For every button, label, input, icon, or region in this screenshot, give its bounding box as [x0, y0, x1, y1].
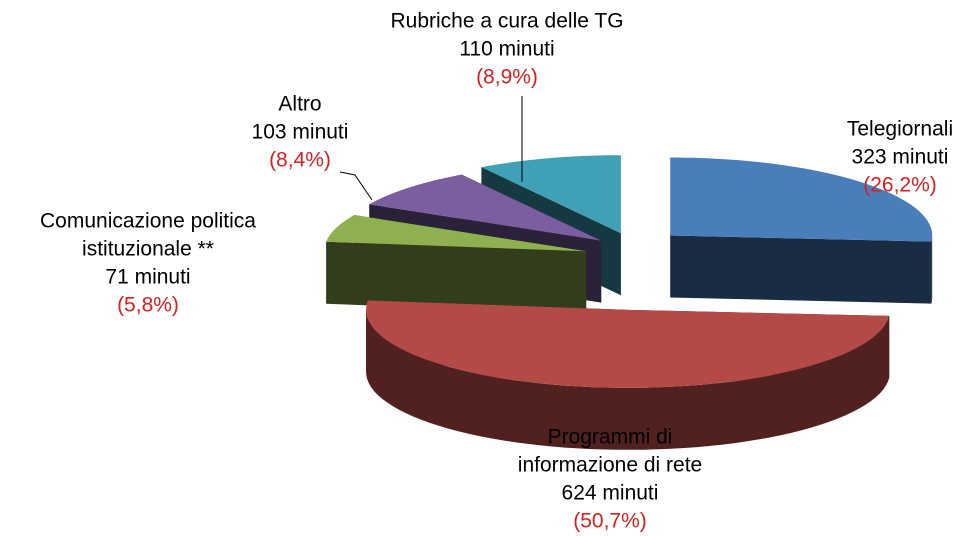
- percent-label: (5,8%): [117, 294, 179, 317]
- category-label: Telegiornali: [847, 118, 953, 141]
- value-label: 110 minuti: [459, 38, 554, 61]
- category-label: Programmi di: [548, 426, 673, 449]
- slice: [481, 155, 621, 234]
- slice-side: [670, 235, 932, 304]
- value-label: 103 minuti: [252, 121, 349, 144]
- value-label: 71 minuti: [105, 266, 190, 289]
- category-label: Comunicazione politica: [40, 210, 256, 233]
- percent-label: (8,4%): [269, 149, 331, 172]
- percent-label: (50,7%): [573, 510, 647, 533]
- value-label: 323 minuti: [852, 146, 949, 169]
- slice: [369, 174, 602, 241]
- pie: [326, 155, 933, 450]
- labels: Telegiornali 323 minuti (26,2%) Programmi d…: [40, 10, 953, 533]
- category-label: informazione di rete: [518, 454, 702, 477]
- slice: [366, 300, 890, 388]
- category-label: Rubriche a cura delle TG: [390, 10, 623, 33]
- value-label: 624 minuti: [562, 482, 659, 505]
- percent-label: (8,9%): [476, 66, 538, 89]
- slice: [670, 157, 933, 242]
- category-label: istituzionale **: [82, 238, 214, 261]
- category-label: Altro: [278, 93, 321, 116]
- slice: [326, 215, 587, 252]
- leader-line: [339, 171, 373, 201]
- slice-wall: [931, 235, 933, 304]
- slice-wall: [366, 309, 890, 450]
- percent-label: (26,2%): [863, 174, 937, 197]
